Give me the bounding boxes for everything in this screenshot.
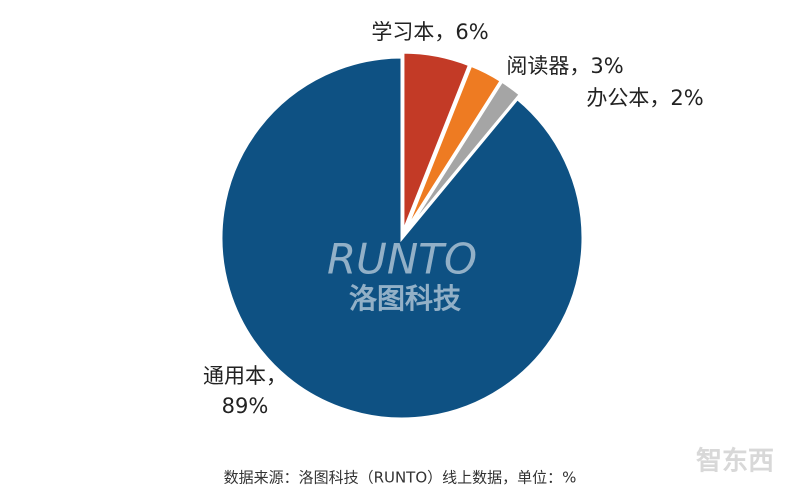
logo: 智东西: [696, 446, 774, 477]
watermark: 洛图科技: [349, 282, 461, 315]
value-label: 6%: [455, 20, 488, 44]
slice-label: 学习本，6%: [371, 20, 488, 44]
category-label: 阅读器，: [506, 54, 590, 78]
source-note: 数据来源：洛图科技（RUNTO）线上数据，单位：%: [224, 469, 577, 487]
category-label: 学习本，: [371, 20, 455, 44]
slice-label: 通用本， 89%: [203, 364, 287, 418]
category-label: 通用本，: [203, 364, 287, 388]
slice-label: 阅读器，3%: [506, 54, 623, 78]
value-label: 3%: [590, 54, 623, 78]
category-label: 办公本，: [586, 86, 670, 110]
value-label: 89%: [222, 394, 269, 418]
pie-slice: [403, 79, 523, 235]
pie-slice: [219, 55, 585, 421]
slice-label: 办公本，2%: [586, 86, 703, 110]
value-label: 2%: [670, 86, 703, 110]
watermark: RUNTO: [327, 235, 477, 284]
pie: [219, 50, 585, 421]
